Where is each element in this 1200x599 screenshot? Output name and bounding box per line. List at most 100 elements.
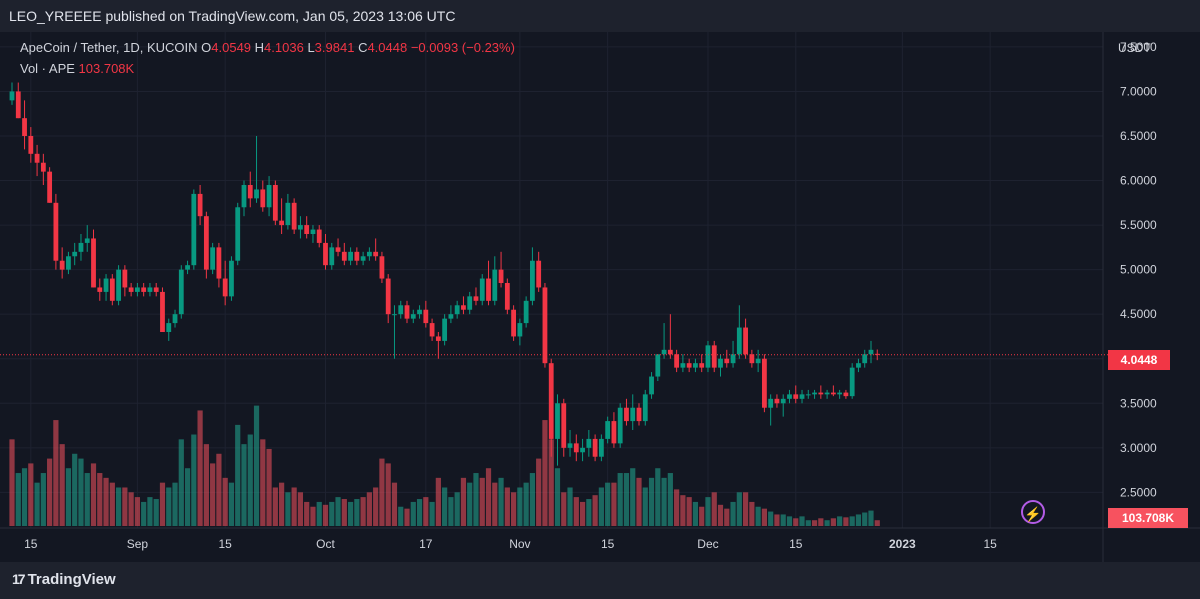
candle-body (818, 392, 824, 395)
volume-bar (786, 516, 793, 526)
volume-bar (197, 410, 203, 526)
volume-bar (667, 473, 673, 526)
candle-body (548, 363, 554, 439)
candle-body (373, 251, 379, 257)
candle-body (423, 309, 429, 324)
candle-body (247, 185, 253, 199)
volume-bar (203, 444, 209, 526)
candle-body (435, 336, 441, 341)
volume-bar (749, 501, 755, 526)
volume-bar (9, 439, 15, 526)
y-tick-label: 7.5000 (1120, 40, 1157, 54)
volume-bar (272, 487, 278, 526)
candle-body (605, 421, 611, 439)
volume-bar (511, 492, 517, 526)
volume-bar (228, 482, 235, 526)
candle-body (856, 363, 861, 368)
candle-body (34, 153, 40, 163)
volume-bar (285, 492, 291, 526)
volume-bar (467, 482, 473, 526)
x-tick-label: 15 (983, 537, 997, 551)
volume-bar (398, 506, 404, 526)
candle-body (636, 407, 642, 422)
candle-body (743, 327, 748, 355)
close-value: 4.0448 (367, 40, 408, 55)
candle-body (128, 287, 134, 292)
candle-body (849, 367, 855, 397)
symbol-label: ApeCoin / Tether, 1D, KUCOIN (20, 40, 198, 55)
x-tick-label: Oct (316, 537, 335, 551)
volume-bar (429, 501, 435, 526)
volume-bar (492, 482, 498, 526)
candle-body (799, 394, 805, 399)
low-label: L (307, 40, 315, 55)
volume-bar (65, 468, 72, 526)
volume-bar (780, 514, 786, 526)
candle-body (285, 202, 291, 226)
volume-bar (90, 463, 97, 526)
x-tick-label: 15 (601, 537, 615, 551)
volume-bar (661, 477, 667, 526)
volume-bar (147, 497, 153, 526)
volume-bar (448, 497, 454, 526)
volume-bar (755, 506, 761, 526)
currency-label: USDT (1118, 41, 1151, 55)
candlestick-chart[interactable]: 7.5000 7.0000 6.5000 6.0000 5.5000 5.0000 4.50… (0, 0, 1200, 562)
volume-bar (605, 482, 611, 526)
candle-body (661, 349, 667, 355)
volume-bar (310, 506, 316, 526)
candle-body (693, 363, 698, 368)
candle-body (793, 394, 799, 399)
volume-bar (28, 463, 34, 526)
candle-body (711, 345, 717, 368)
brand-name: TradingView (27, 571, 116, 588)
volume-bar (166, 487, 172, 526)
candle-body (404, 305, 410, 319)
candle-body (642, 394, 648, 422)
candle-body (329, 247, 335, 266)
lightning-icon[interactable]: ⚡ (1021, 500, 1045, 524)
volume-bar (329, 501, 335, 526)
x-tick-label: 15 (24, 537, 38, 551)
volume-bar (805, 520, 811, 526)
volume-bar (730, 501, 736, 526)
volume-bar (241, 444, 247, 526)
volume-bar (855, 514, 862, 526)
y-tick-label: 6.5000 (1120, 129, 1157, 143)
volume-bar (567, 487, 573, 526)
volume-bar (460, 477, 467, 526)
candle-body (323, 242, 328, 266)
volume-bar (623, 473, 630, 526)
publish-info: LEO_YREEEE published on TradingView.com,… (9, 8, 456, 24)
candle-body (492, 269, 498, 301)
tradingview-logo[interactable]: 17 TradingView (12, 571, 116, 588)
candle-body (103, 278, 109, 292)
volume-bar (717, 504, 724, 526)
volume-bar (354, 499, 360, 526)
candle-body (768, 398, 774, 408)
candle-body (210, 247, 216, 270)
candle-body (498, 269, 504, 283)
volume-bar (862, 512, 868, 526)
candle-body (116, 269, 121, 301)
candle-body (310, 229, 316, 234)
candle-body (291, 202, 297, 230)
volume-bar (391, 482, 398, 526)
candle-body (241, 185, 247, 208)
candle-body (561, 403, 567, 448)
candle-body (467, 296, 473, 310)
volume-bar (159, 482, 166, 526)
candle-body (718, 358, 723, 368)
high-value: 4.1036 (264, 40, 304, 55)
candle-body (341, 251, 347, 261)
volume-bar (216, 453, 222, 526)
candle-body (824, 392, 830, 395)
candle-body (222, 278, 228, 297)
candle-body (335, 247, 341, 252)
volume-bar (705, 497, 711, 526)
volume-label: Vol · APE (20, 61, 75, 76)
candle-body (379, 256, 385, 279)
candle-body (191, 193, 197, 266)
candle-body (298, 225, 303, 230)
candle-body (47, 171, 53, 203)
